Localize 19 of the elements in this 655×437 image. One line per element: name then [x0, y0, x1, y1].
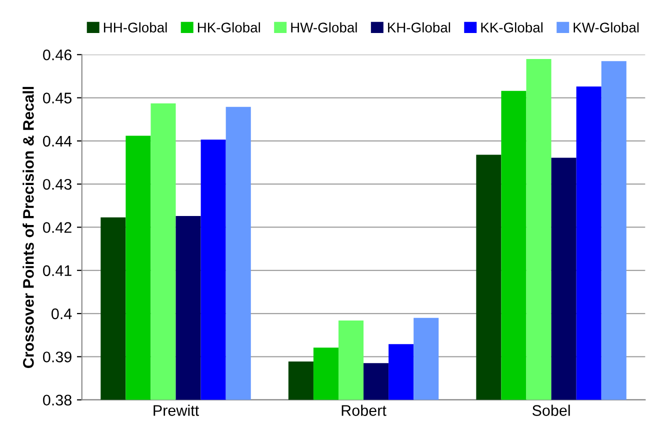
- x-tick-label: Robert: [342, 404, 386, 416]
- y-tick-label: 0.38: [43, 394, 72, 406]
- y-tick-label: 0.46: [43, 49, 72, 60]
- y-tick-label: 0.42: [43, 222, 72, 233]
- y-axis-title: Crossover Points of Precision & Recall: [22, 86, 34, 368]
- y-tick-label: 0.45: [43, 92, 72, 104]
- y-tick-label: 0.41: [43, 265, 72, 276]
- legend-label: HH-Global: [104, 22, 167, 32]
- x-tick-label: Sobel: [532, 404, 570, 416]
- legend-label: KH-Global: [388, 22, 450, 32]
- legend-label: KW-Global: [574, 22, 639, 32]
- x-tick-label: Prewitt: [154, 404, 199, 416]
- y-tick-label: 0.44: [43, 136, 72, 147]
- legend-label: HW-Global: [291, 22, 357, 32]
- legend-label: HK-Global: [198, 22, 260, 32]
- y-tick-label: 0.39: [43, 352, 72, 362]
- y-tick-label: 0.4: [52, 308, 72, 320]
- y-tick-label: 0.43: [43, 178, 72, 190]
- legend-label: KK-Global: [481, 22, 542, 32]
